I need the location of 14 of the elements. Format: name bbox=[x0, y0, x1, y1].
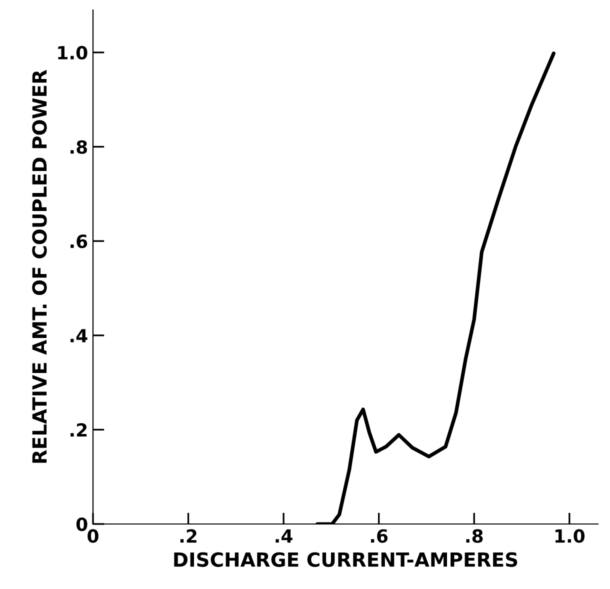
x-tick-label: .2 bbox=[180, 529, 196, 543]
y-tick-label: .2 bbox=[70, 423, 87, 437]
y-tick-label: .8 bbox=[70, 140, 88, 154]
x-axis-title: DISCHARGE CURRENT-AMPERES bbox=[174, 552, 518, 567]
x-tick-label: 0 bbox=[88, 529, 98, 543]
y-tick-label: .6 bbox=[70, 234, 88, 248]
y-axis-title: RELATIVE AMT. OF COUPLED POWER bbox=[32, 70, 47, 463]
y-tick-label: .4 bbox=[70, 329, 88, 342]
x-tick-label: .8 bbox=[466, 529, 483, 543]
x-tick-label: 1.0 bbox=[555, 529, 585, 543]
x-tick-label: .4 bbox=[276, 529, 292, 543]
y-tick-label: 1.0 bbox=[58, 46, 88, 60]
x-tick-label: .6 bbox=[370, 529, 388, 543]
y-tick-label: 0 bbox=[76, 517, 88, 532]
